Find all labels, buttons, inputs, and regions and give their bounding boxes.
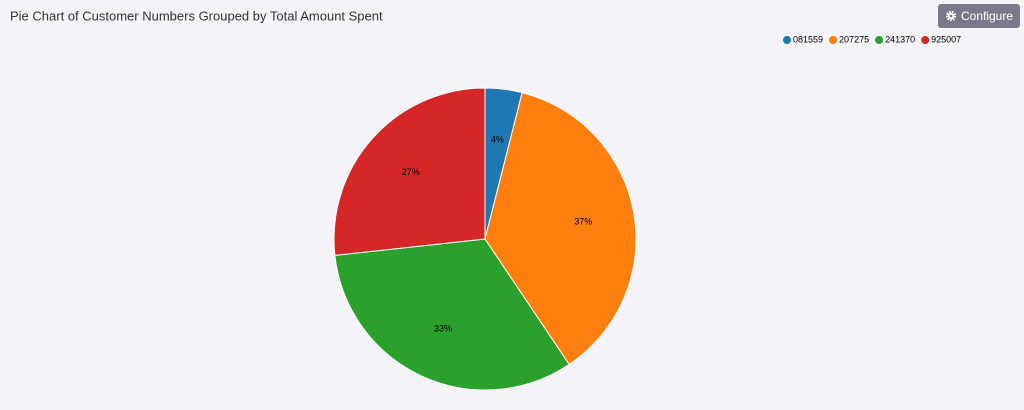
legend-marker[interactable] bbox=[829, 36, 838, 44]
gear-icon bbox=[945, 10, 957, 22]
slice-label: 27% bbox=[402, 167, 420, 177]
legend-marker[interactable] bbox=[875, 36, 884, 44]
legend-marker[interactable] bbox=[783, 36, 791, 44]
legend-label[interactable]: 207275 bbox=[839, 34, 869, 44]
legend-label[interactable]: 081559 bbox=[793, 34, 823, 44]
configure-button[interactable]: Configure bbox=[938, 4, 1020, 28]
legend-label[interactable]: 925007 bbox=[931, 34, 961, 44]
pie-slice bbox=[333, 87, 486, 256]
slice-label: 37% bbox=[574, 216, 592, 226]
chart-title: Pie Chart of Customer Numbers Grouped by… bbox=[10, 8, 383, 23]
legend-marker[interactable] bbox=[921, 36, 930, 44]
button-label: Configure bbox=[960, 9, 1014, 23]
slice-label: 33% bbox=[434, 324, 452, 334]
pie: 4% 37% 33% 27% bbox=[333, 87, 637, 391]
slice-label: 4% bbox=[491, 134, 504, 144]
legend-label[interactable]: 241370 bbox=[885, 34, 915, 44]
pie-slice bbox=[334, 238, 570, 391]
pie-slice bbox=[484, 92, 637, 366]
legend: 081559 207275 241370 925007 bbox=[783, 34, 961, 44]
